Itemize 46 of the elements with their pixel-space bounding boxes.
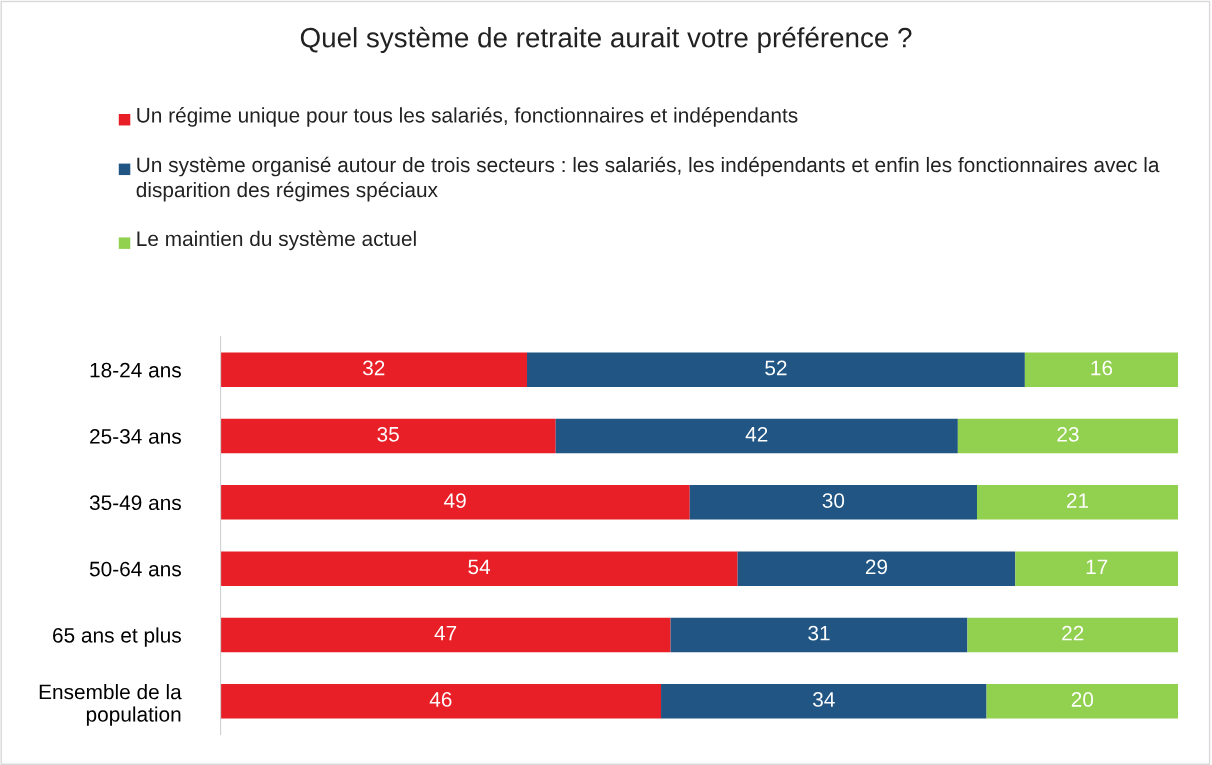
bar bbox=[670, 617, 968, 653]
bar bbox=[689, 485, 977, 520]
y-tick-label: 25-34 ans bbox=[90, 429, 181, 444]
data-label: 49 bbox=[444, 493, 466, 508]
bar bbox=[220, 551, 738, 586]
legend-label: Un système organisé autour de trois secteurs : les salariés, les indépendants et enfin les fonctionnaires avec la disparition des régimes spéciaux bbox=[136, 156, 1160, 202]
y-tick-label: 50-64 ans bbox=[89, 561, 181, 577]
legend-label: Un régime unique pour tous les salariés, fonctionnaires et indépendants bbox=[137, 107, 798, 127]
bar bbox=[526, 352, 1025, 387]
data-label: 21 bbox=[1066, 493, 1089, 508]
data-label: 17 bbox=[1086, 559, 1108, 575]
y-tick-label: 65 ans et plus bbox=[53, 627, 181, 647]
data-label: 52 bbox=[765, 360, 787, 376]
data-label: 23 bbox=[1057, 426, 1079, 442]
data-label: 16 bbox=[1091, 360, 1113, 376]
y-tick-label: 18-24 ans bbox=[90, 362, 181, 378]
data-label: 46 bbox=[429, 692, 452, 707]
data-label: 20 bbox=[1071, 692, 1094, 707]
bar bbox=[1024, 352, 1179, 387]
data-label: 22 bbox=[1062, 625, 1084, 641]
data-label: 32 bbox=[362, 360, 385, 376]
y-tick-label: Ensemble de la population bbox=[39, 683, 182, 726]
data-label: 47 bbox=[434, 626, 457, 641]
bar bbox=[737, 551, 1016, 586]
bar bbox=[967, 617, 1179, 653]
bar bbox=[220, 617, 671, 653]
data-label: 42 bbox=[745, 426, 768, 442]
bar bbox=[220, 352, 527, 387]
data-label: 30 bbox=[822, 493, 845, 508]
bar bbox=[957, 418, 1179, 454]
chart-title: Quel système de retraite aurait votre préférence ? bbox=[300, 26, 912, 53]
bar bbox=[986, 684, 1179, 719]
data-label: 31 bbox=[808, 625, 830, 641]
bar bbox=[1015, 551, 1179, 586]
y-tick-label: 35-49 ans bbox=[89, 495, 181, 511]
bar bbox=[220, 485, 690, 520]
bar bbox=[976, 485, 1179, 520]
bar bbox=[220, 684, 662, 719]
bar bbox=[661, 684, 987, 719]
data-label: 35 bbox=[377, 426, 399, 442]
bar bbox=[555, 418, 958, 454]
legend-label: Le maintien du système actuel bbox=[137, 230, 416, 251]
data-label: 54 bbox=[468, 559, 491, 575]
data-label: 34 bbox=[813, 692, 835, 707]
bar bbox=[220, 418, 556, 454]
data-label: 29 bbox=[865, 559, 888, 575]
